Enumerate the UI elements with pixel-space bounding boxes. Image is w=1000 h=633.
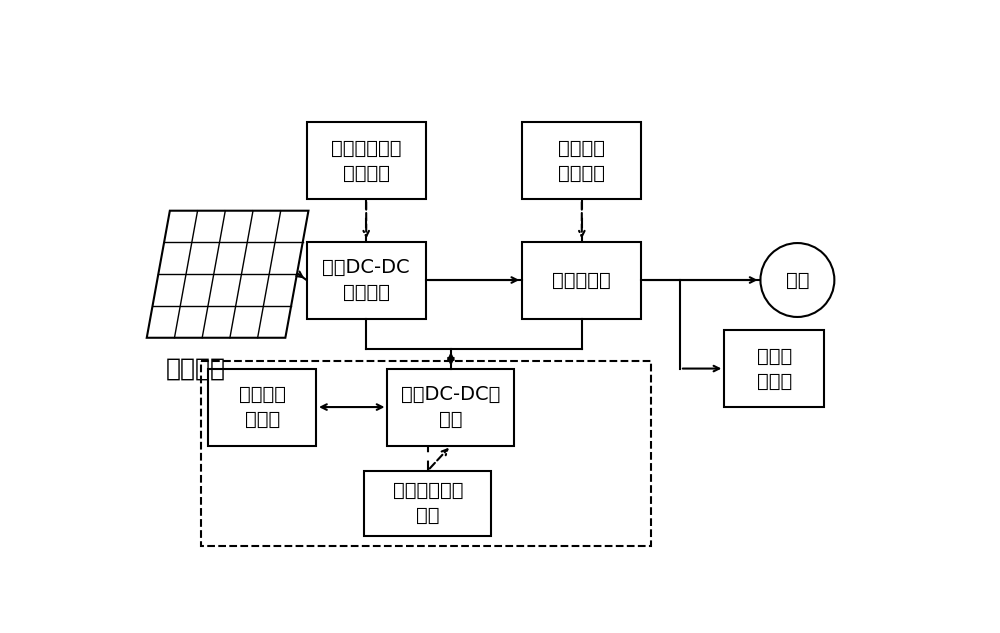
- Text: 光伏阵列: 光伏阵列: [166, 357, 226, 381]
- Bar: [208, 368, 316, 446]
- Bar: [201, 361, 651, 546]
- Text: 超级电容
器组件: 超级电容 器组件: [239, 385, 286, 429]
- Text: 虚拟惯量控制
模块: 虚拟惯量控制 模块: [393, 481, 463, 525]
- Text: 单向DC-DC
升压电路: 单向DC-DC 升压电路: [322, 258, 410, 302]
- Text: 本地交
流负载: 本地交 流负载: [757, 346, 792, 391]
- Text: 最大功率跟踪
控制模块: 最大功率跟踪 控制模块: [331, 139, 401, 183]
- Text: 并网逆变
器控制器: 并网逆变 器控制器: [558, 139, 605, 183]
- Polygon shape: [147, 211, 308, 338]
- Bar: [522, 122, 641, 199]
- Bar: [307, 122, 426, 199]
- Bar: [387, 368, 514, 446]
- Text: 并网逆变器: 并网逆变器: [552, 270, 611, 289]
- Text: 电网: 电网: [786, 270, 809, 289]
- Bar: [364, 470, 491, 536]
- Bar: [724, 330, 824, 407]
- Circle shape: [760, 243, 834, 317]
- Bar: [307, 242, 426, 318]
- Bar: [522, 242, 641, 318]
- Text: 双向DC-DC变
换器: 双向DC-DC变 换器: [401, 385, 501, 429]
